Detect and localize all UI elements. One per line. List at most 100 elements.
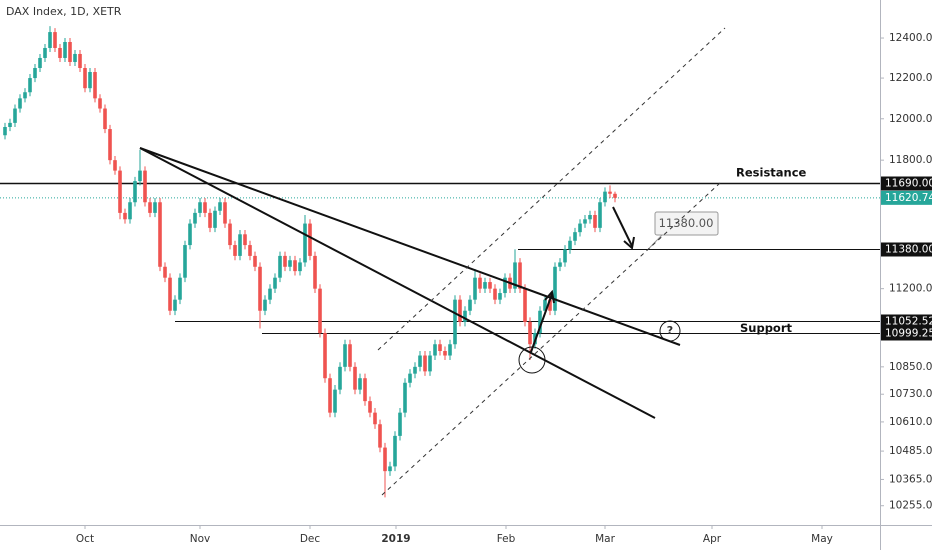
candle-body — [83, 67, 87, 89]
x-tick-label: May — [811, 533, 833, 545]
candle-body — [483, 282, 487, 289]
x-tick-label: Nov — [190, 533, 211, 545]
candle-body — [553, 266, 557, 311]
x-tick-label: Feb — [497, 533, 516, 545]
candle-body — [23, 92, 27, 99]
candle-body — [368, 401, 372, 413]
candle-body — [578, 223, 582, 233]
candle-body — [398, 412, 402, 436]
candle-body — [353, 366, 357, 390]
candle-body — [523, 288, 527, 322]
x-tick-label: Mar — [595, 533, 615, 545]
candle-body — [493, 288, 497, 300]
candle-body — [48, 32, 52, 48]
candle-body — [143, 170, 147, 203]
candle-body — [18, 98, 22, 109]
candle-body — [53, 32, 57, 48]
candle-body — [278, 255, 282, 278]
trend-line — [139, 147, 656, 419]
level-tag-bg — [881, 314, 932, 329]
y-tick-label: 11800.00 — [889, 154, 932, 166]
candle-body — [283, 255, 287, 267]
candle-body — [458, 299, 462, 322]
candle-body — [573, 232, 577, 241]
candle-body — [3, 126, 7, 136]
candle-body — [13, 108, 17, 123]
candle-body — [158, 202, 162, 267]
candle-body — [208, 212, 212, 228]
candle-body — [128, 202, 132, 220]
arrow-head — [623, 236, 635, 250]
candle-body — [418, 355, 422, 367]
candle-body — [233, 245, 237, 256]
x-tick-label: Apr — [703, 533, 722, 545]
candle-body — [258, 266, 262, 311]
candle-body — [528, 321, 532, 345]
callout-box — [654, 211, 719, 236]
candle-body — [598, 202, 602, 228]
candle-body — [323, 333, 327, 379]
drawings: ? — [139, 27, 726, 496]
y-tick-label: 10730.00 — [889, 388, 932, 400]
candle-body — [358, 378, 362, 390]
candle-body — [133, 181, 137, 203]
candle-body — [163, 266, 167, 278]
candle-body — [568, 240, 572, 250]
question-text: ? — [667, 324, 673, 337]
candle-body — [93, 72, 97, 99]
candle-body — [108, 129, 112, 161]
candle-body — [428, 355, 432, 372]
last-price-tag-bg — [881, 190, 932, 205]
y-tick-label: 12400.00 — [889, 32, 932, 44]
y-tick-label: 12000.00 — [889, 113, 932, 125]
question-marker — [659, 320, 681, 342]
candle-body — [373, 412, 377, 425]
trend-line — [139, 147, 681, 346]
candle-body — [38, 57, 42, 68]
y-tick-label: 10365.00 — [889, 473, 932, 485]
candle-body — [328, 378, 332, 413]
candle-body — [433, 344, 437, 356]
candle-body — [63, 42, 67, 58]
candle-body — [603, 191, 607, 203]
candle-body — [68, 42, 72, 62]
candle-body — [178, 277, 182, 300]
level-tag-bg — [881, 326, 932, 341]
candle-body — [313, 255, 317, 289]
level-tag: 11690.00 — [885, 178, 932, 190]
candle-body — [393, 435, 397, 467]
candle-body — [348, 344, 352, 367]
candle-body — [138, 170, 142, 182]
x-tick-label: Oct — [76, 533, 94, 545]
candle-body — [238, 234, 242, 256]
candle-body — [303, 223, 307, 263]
level-tag: 10999.25 — [885, 328, 932, 340]
candle-body — [218, 202, 222, 211]
candle-body — [443, 351, 447, 356]
candle-body — [33, 67, 37, 79]
level-tag-bg — [881, 176, 932, 191]
candle-body — [543, 299, 547, 311]
candle-body — [383, 447, 387, 472]
candle-body — [343, 344, 347, 367]
candle-body — [318, 288, 322, 334]
candle-body — [193, 212, 197, 224]
candle-body — [593, 215, 597, 228]
candle-body — [98, 98, 102, 109]
candle-body — [583, 219, 587, 224]
candle-body — [43, 47, 47, 58]
candle-body — [113, 160, 117, 171]
candle-body — [463, 310, 467, 322]
candle-body — [223, 202, 227, 224]
candle-body — [198, 202, 202, 213]
candle-body — [488, 282, 492, 289]
x-tick-label: Dec — [300, 533, 321, 545]
candle-body — [153, 202, 157, 213]
arrow — [530, 293, 553, 353]
callout-pointer — [647, 234, 663, 250]
candle-body — [203, 202, 207, 213]
candles — [3, 26, 617, 498]
candle-body — [73, 53, 77, 62]
y-tick-label: 10485.00 — [889, 445, 932, 457]
candle-body — [563, 249, 567, 263]
